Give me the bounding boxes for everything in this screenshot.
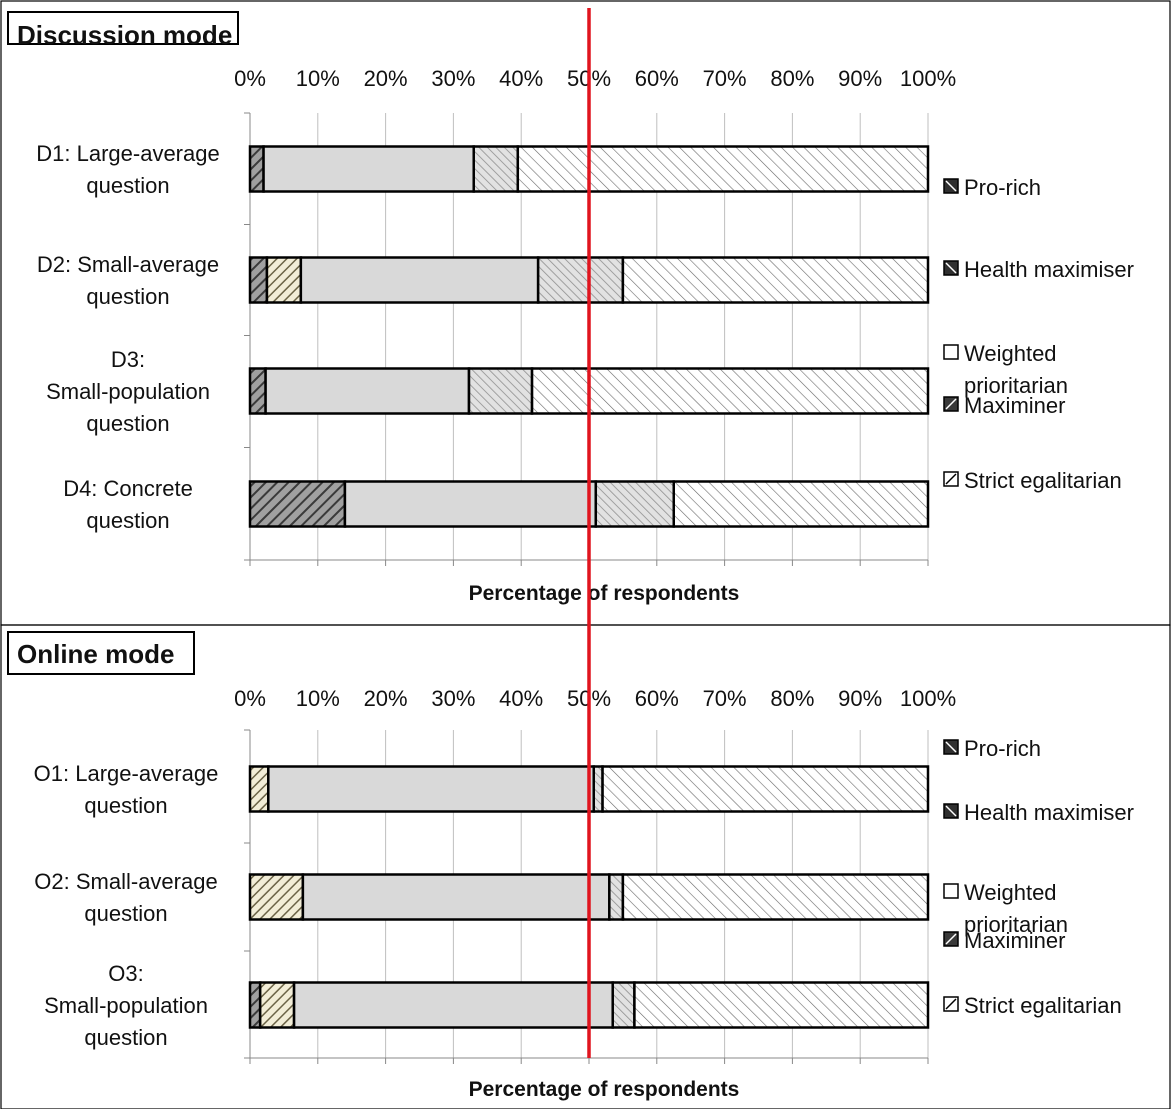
online-mode-legend-swatch-weighted-prioritarian bbox=[943, 883, 959, 899]
online-mode-legend-label-health-maximiser: Health maximiser bbox=[964, 800, 1134, 825]
discussion-mode-panel-border bbox=[0, 0, 1171, 626]
online-mode-bar-o2-strict-egalitarian bbox=[621, 873, 930, 921]
discussion-mode-category-label-d4: D4: Concrete question bbox=[63, 476, 193, 533]
online-mode-xtick-label-8: 80% bbox=[770, 686, 814, 711]
online-mode-legend-label-pro-rich: Pro-rich bbox=[964, 736, 1041, 761]
online-mode-legend-item-pro-rich: Pro-rich bbox=[943, 736, 1041, 761]
online-mode-title: Online mode bbox=[17, 639, 174, 669]
discussion-mode-legend-label-weighted-prioritarian: Weighted prioritarian bbox=[964, 341, 1068, 398]
online-mode-category-label-o1: O1: Large-average question bbox=[34, 761, 219, 818]
online-mode-bar-o2-health-maximiser bbox=[248, 873, 305, 921]
online-mode-bar-o1-health-maximiser bbox=[248, 765, 270, 813]
online-mode-xtick-label-3: 30% bbox=[431, 686, 475, 711]
discussion-mode-legend-item-weighted-prioritarian: Weighted prioritarian bbox=[943, 341, 1068, 398]
online-mode-xtick-label-6: 60% bbox=[635, 686, 679, 711]
discussion-mode-bar-d2-maximiner bbox=[536, 256, 625, 304]
online-mode-bar-o3-strict-egalitarian bbox=[633, 981, 930, 1029]
discussion-mode-legend-item-maximiner: Maximiner bbox=[943, 393, 1065, 418]
online-mode-bar-o1-strict-egalitarian bbox=[601, 765, 930, 813]
discussion-mode-bar-d1-pro-rich bbox=[248, 145, 265, 193]
online-mode-legend-item-strict-egalitarian: Strict egalitarian bbox=[943, 993, 1122, 1018]
discussion-mode-xtick-label-4: 40% bbox=[499, 66, 543, 91]
discussion-mode-xtick-label-0: 0% bbox=[234, 66, 266, 91]
discussion-mode-legend-label-pro-rich: Pro-rich bbox=[964, 175, 1041, 200]
discussion-mode-category-label-d3: D3: Small-population question bbox=[46, 347, 210, 436]
online-mode-legend-item-health-maximiser: Health maximiser bbox=[943, 800, 1134, 825]
online-mode-bar-o2-maximiner bbox=[608, 873, 625, 921]
discussion-mode-xtick-label-6: 60% bbox=[635, 66, 679, 91]
online-mode-xtick-label-7: 70% bbox=[703, 686, 747, 711]
online-mode-title-box bbox=[7, 631, 195, 675]
online-mode-xtick-label-9: 90% bbox=[838, 686, 882, 711]
discussion-mode-category-label-d1: D1: Large-average question bbox=[36, 141, 219, 198]
discussion-mode-bar-d4-strict-egalitarian bbox=[672, 480, 930, 528]
online-mode-xtick-label-2: 20% bbox=[364, 686, 408, 711]
discussion-mode-bar-d2-strict-egalitarian bbox=[621, 256, 930, 304]
discussion-mode-title: Discussion mode bbox=[17, 20, 232, 50]
discussion-mode-x-axis-label: Percentage of respondents bbox=[469, 582, 740, 605]
online-mode-bar-o2-weighted-prioritarian bbox=[301, 873, 611, 921]
discussion-mode-bar-d4-pro-rich bbox=[248, 480, 347, 528]
discussion-mode-bar-d3-weighted-prioritarian bbox=[264, 367, 471, 415]
online-mode-xtick-label-0: 0% bbox=[234, 686, 266, 711]
online-mode-bar-o3-weighted-prioritarian bbox=[292, 981, 614, 1029]
online-mode-xtick-label-10: 100% bbox=[900, 686, 956, 711]
online-mode-bar-o3-maximiner bbox=[611, 981, 636, 1029]
discussion-mode-bar-d3-strict-egalitarian bbox=[530, 367, 930, 415]
online-mode-xtick-label-1: 10% bbox=[296, 686, 340, 711]
online-mode-legend-item-weighted-prioritarian: Weighted prioritarian bbox=[943, 880, 1068, 937]
online-mode-bar-o1-maximiner bbox=[592, 765, 604, 813]
online-mode-category-label-o2: O2: Small-average question bbox=[34, 869, 217, 926]
discussion-mode-bar-d4-maximiner bbox=[594, 480, 676, 528]
discussion-mode-legend-label-maximiner: Maximiner bbox=[964, 393, 1065, 418]
online-mode-legend-label-maximiner: Maximiner bbox=[964, 928, 1065, 953]
discussion-mode-xtick-label-8: 80% bbox=[770, 66, 814, 91]
discussion-mode-bar-d1-maximiner bbox=[472, 145, 520, 193]
discussion-mode-legend-item-health-maximiser: Health maximiser bbox=[943, 257, 1134, 282]
discussion-mode-category-label-d2: D2: Small-average question bbox=[37, 252, 219, 309]
online-mode-bar-o3-pro-rich bbox=[248, 981, 262, 1029]
discussion-mode-bar-d1-strict-egalitarian bbox=[516, 145, 930, 193]
discussion-mode-xtick-label-1: 10% bbox=[296, 66, 340, 91]
discussion-mode-bar-d4-weighted-prioritarian bbox=[343, 480, 598, 528]
discussion-mode-xtick-label-3: 30% bbox=[431, 66, 475, 91]
online-mode-legend-label-strict-egalitarian: Strict egalitarian bbox=[964, 993, 1122, 1018]
discussion-mode-title-box bbox=[7, 11, 239, 45]
online-mode-x-axis-label: Percentage of respondents bbox=[469, 1078, 740, 1101]
discussion-mode-legend-swatch-weighted-prioritarian bbox=[943, 344, 959, 360]
discussion-mode-legend-item-strict-egalitarian: Strict egalitarian bbox=[943, 468, 1122, 493]
discussion-mode-bar-d2-pro-rich bbox=[248, 256, 269, 304]
discussion-mode-legend-label-strict-egalitarian: Strict egalitarian bbox=[964, 468, 1122, 493]
online-mode-xtick-label-4: 40% bbox=[499, 686, 543, 711]
discussion-mode-bar-d2-weighted-prioritarian bbox=[299, 256, 540, 304]
discussion-mode-legend-item-pro-rich: Pro-rich bbox=[943, 175, 1041, 200]
online-mode-bar-o3-health-maximiser bbox=[258, 981, 296, 1029]
discussion-mode-bar-d1-weighted-prioritarian bbox=[262, 145, 475, 193]
discussion-mode-xtick-label-9: 90% bbox=[838, 66, 882, 91]
discussion-mode-bar-d3-pro-rich bbox=[248, 367, 267, 415]
discussion-mode-xtick-label-2: 20% bbox=[364, 66, 408, 91]
discussion-mode-xtick-label-10: 100% bbox=[900, 66, 956, 91]
discussion-mode-bar-d3-maximiner bbox=[467, 367, 534, 415]
online-mode-category-label-o3: O3: Small-population question bbox=[44, 961, 208, 1050]
online-mode-legend-item-maximiner: Maximiner bbox=[943, 928, 1065, 953]
discussion-mode-bar-d2-health-maximiser bbox=[265, 256, 303, 304]
discussion-mode-xtick-label-7: 70% bbox=[703, 66, 747, 91]
plots-layer: 0%10%20%30%40%50%60%70%80%90%100%D1: Lar… bbox=[34, 66, 956, 1101]
legends-layer: Pro-rich Health maximiser Weighted priorita… bbox=[943, 175, 1134, 1018]
online-mode-legend-label-weighted-prioritarian: Weighted prioritarian bbox=[964, 880, 1068, 937]
discussion-mode-legend-label-health-maximiser: Health maximiser bbox=[964, 257, 1134, 282]
online-mode-bar-o1-weighted-prioritarian bbox=[267, 765, 595, 813]
